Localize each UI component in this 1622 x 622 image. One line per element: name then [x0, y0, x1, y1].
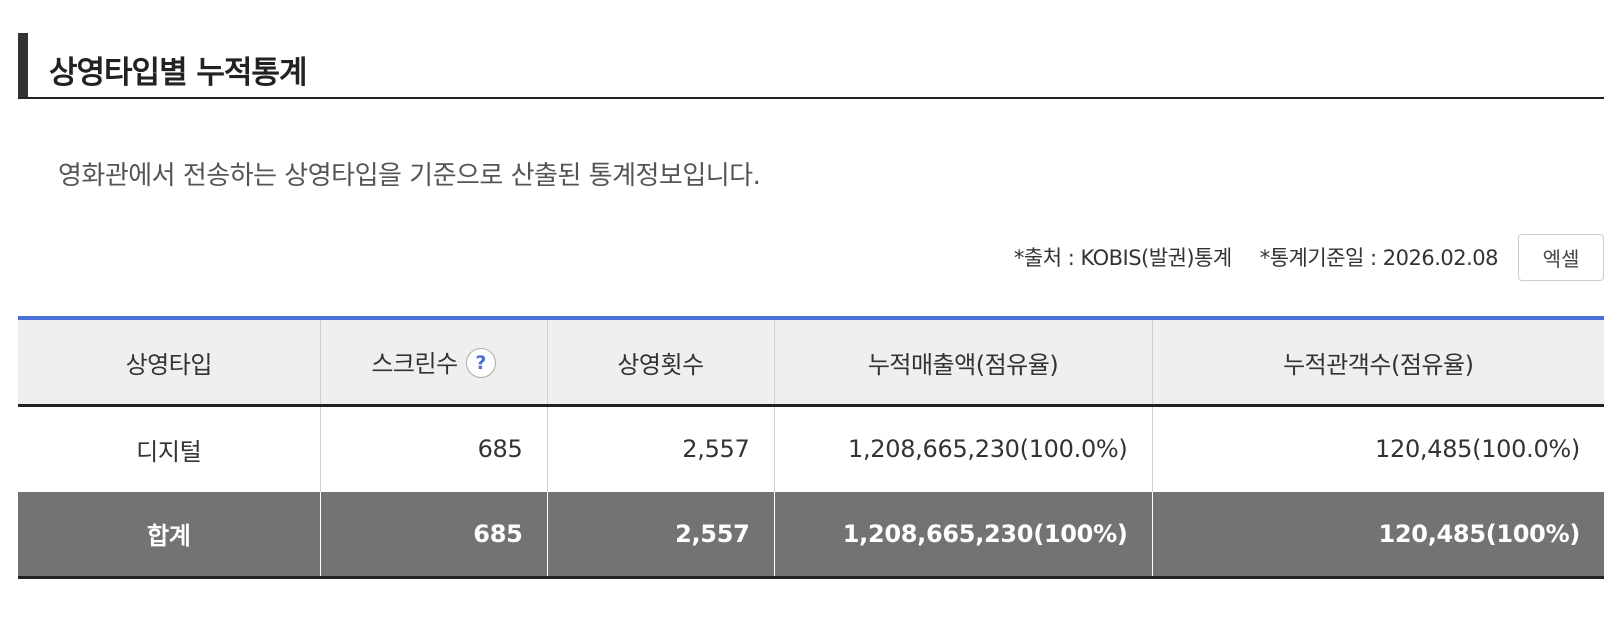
table-total-row: 합계 685 2,557 1,208,665,230(100%) 120,485… [18, 491, 1604, 578]
page-title: 상영타입별 누적통계 [49, 55, 307, 91]
total-revenue: 1,208,665,230(100%) [773, 491, 1152, 578]
section-header: 상영타입별 누적통계 [18, 33, 1604, 99]
source-note: *출처 : KOBIS(발권)통계 [1013, 246, 1232, 270]
cell-screens: 685 [319, 405, 547, 492]
section-description: 영화관에서 전송하는 상영타입을 기준으로 산출된 통계정보입니다. [58, 161, 761, 191]
table-header-row: 상영타입 스크린수? 상영횟수 누적매출액(점유율) 누적관객수(점유율) [18, 318, 1604, 407]
cell-revenue: 1,208,665,230(100.0%) [773, 405, 1152, 492]
header-audience: 누적관객수(점유율) [1151, 318, 1604, 407]
cell-audience: 120,485(100.0%) [1151, 405, 1604, 492]
total-type: 합계 [18, 491, 320, 578]
header-screens-label: 스크린수 [371, 350, 458, 378]
table-row: 디지털 685 2,557 1,208,665,230(100.0%) 120,… [18, 405, 1604, 492]
title-accent-bar [18, 33, 28, 97]
total-audience: 120,485(100%) [1151, 491, 1604, 578]
total-screens: 685 [319, 491, 547, 578]
header-screens: 스크린수? [319, 318, 547, 407]
screening-type-stats-table: 상영타입 스크린수? 상영횟수 누적매출액(점유율) 누적관객수(점유율) 디지… [18, 316, 1604, 579]
meta-row: *출처 : KOBIS(발권)통계 *통계기준일 : 2026.02.08 엑셀 [1014, 233, 1604, 281]
header-screenings: 상영횟수 [546, 318, 774, 407]
total-screenings: 2,557 [546, 491, 774, 578]
excel-download-button[interactable]: 엑셀 [1518, 233, 1604, 281]
base-date-note: *통계기준일 : 2026.02.08 [1259, 246, 1499, 270]
cell-screenings: 2,557 [546, 405, 774, 492]
header-revenue: 누적매출액(점유율) [773, 318, 1152, 407]
question-circle-icon[interactable]: ? [465, 348, 496, 378]
cell-type: 디지털 [136, 437, 202, 466]
header-type: 상영타입 [18, 318, 320, 407]
